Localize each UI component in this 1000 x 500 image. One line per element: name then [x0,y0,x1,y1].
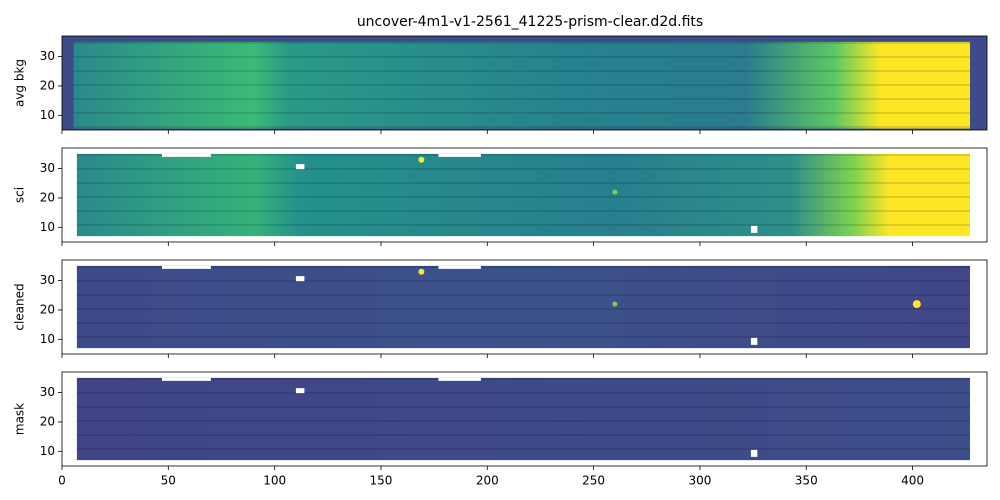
image-texture [76,153,970,237]
y-tick-label: 30 [40,49,55,63]
y-tick-label: 10 [40,108,55,122]
y-tick-label: 10 [40,220,55,234]
y-axis-label: mask [13,403,27,435]
y-tick-label: 30 [40,273,55,287]
masked-pixels [750,449,758,457]
y-tick-label: 10 [40,444,55,458]
y-tick-label: 20 [40,302,55,316]
image-texture [76,377,970,461]
hot-pixel [612,189,618,195]
masked-edge [161,377,211,381]
hot-pixel [418,268,425,275]
x-tick-label: 100 [263,474,286,488]
axes-frame [61,147,988,243]
masked-edge [161,265,211,269]
axes-frame [61,259,988,355]
hot-pixel [612,301,618,307]
masked-edge [438,265,481,269]
image-texture [76,265,970,349]
x-tick-label: 50 [161,474,176,488]
y-tick-label: 20 [40,414,55,428]
masked-pixels [750,225,758,233]
y-tick-label: 30 [40,161,55,175]
chart-title: uncover-4m1-v1-2561_41225-prism-clear.d2… [357,14,703,30]
axes-frame [61,371,988,467]
masked-pixels [295,388,305,394]
masked-edge [438,377,481,381]
masked-edge [438,153,481,157]
x-tick-label: 300 [688,474,711,488]
x-tick-label: 200 [476,474,499,488]
x-tick-label: 0 [58,474,66,488]
y-tick-label: 10 [40,332,55,346]
hot-pixel [912,300,921,309]
x-tick-label: 150 [370,474,393,488]
axes-frame [61,35,988,131]
y-tick-label: 20 [40,78,55,92]
x-tick-label: 400 [901,474,924,488]
hot-pixel [418,156,425,163]
masked-pixels [750,337,758,345]
x-tick-label: 350 [795,474,818,488]
y-tick-label: 30 [40,385,55,399]
y-axis-label: avg bkg [13,59,27,107]
masked-pixels [295,276,305,282]
y-axis-label: cleaned [13,283,27,330]
masked-edge [161,153,211,157]
y-tick-label: 20 [40,190,55,204]
y-axis-label: sci [13,187,27,203]
x-tick-label: 250 [582,474,605,488]
image-texture [73,41,970,129]
masked-pixels [295,164,305,170]
